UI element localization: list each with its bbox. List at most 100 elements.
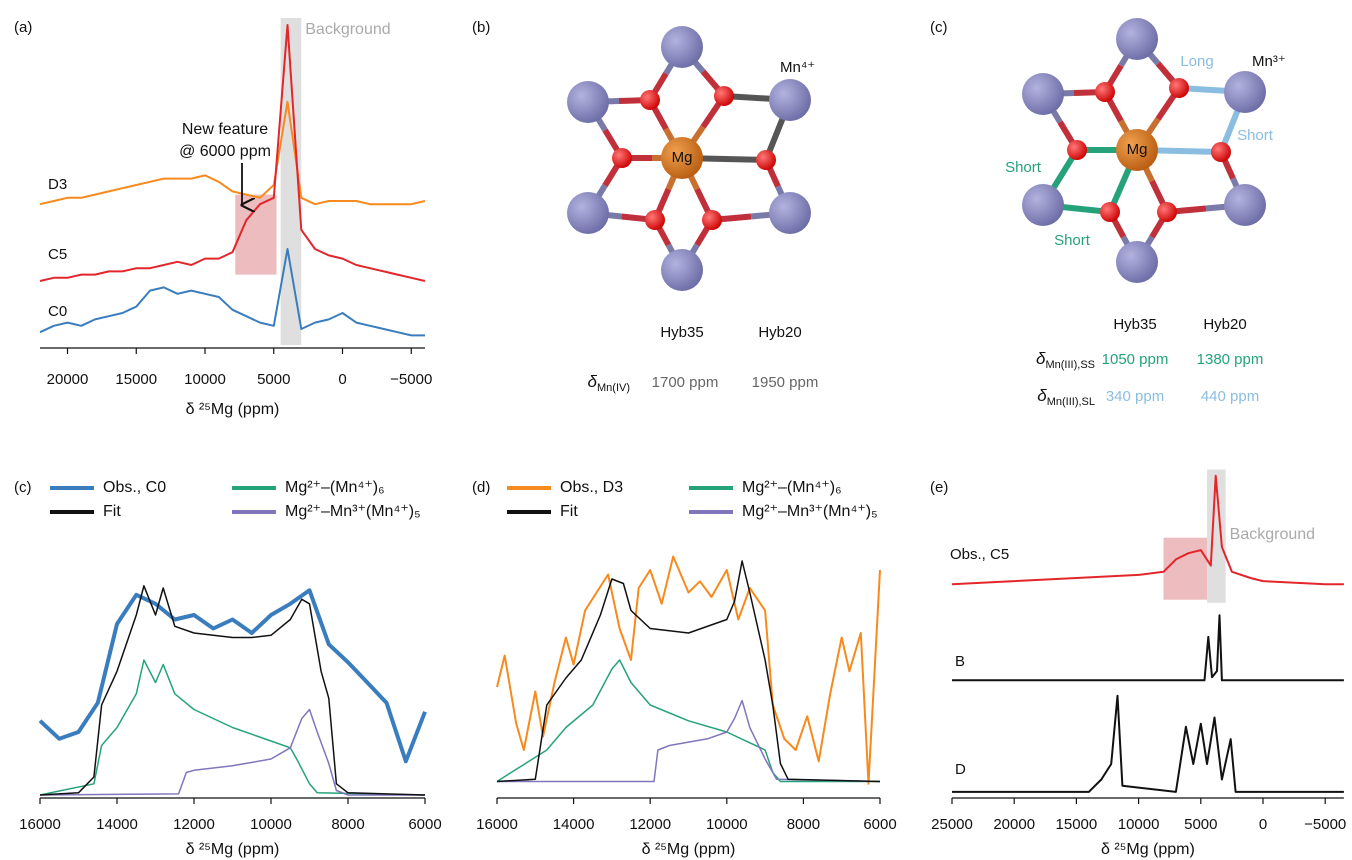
o-atom [1067,140,1087,160]
column-header: Hyb20 [758,324,801,341]
series-line [39,708,425,796]
mn-atom [567,81,609,123]
subscript: Mn(IV) [597,382,630,394]
mn-atom [567,192,609,234]
annotation: @ 6000 ppm [179,143,271,160]
ion-label: Mn⁴⁺ [780,59,815,76]
x-tick-label: 14000 [553,816,595,833]
shaded-region [235,194,277,275]
series-line [38,588,427,764]
legend-label: Mg²⁺–Mn³⁺(Mn⁴⁺)₅ [285,503,421,520]
symbol: δ [1037,386,1047,405]
x-tick-label: 12000 [629,816,671,833]
region-label: Background [1230,526,1315,543]
mg-atom [661,137,703,179]
series-line [496,560,881,783]
series-line [496,659,880,783]
x-tick-label: 0 [1259,816,1267,833]
series-line [39,659,426,796]
series-label: Obs., C5 [950,546,1009,563]
shift-value: 1380 ppm [1197,351,1264,368]
shift-value: 1050 ppm [1102,351,1169,368]
shift-value: 1950 ppm [752,374,819,391]
legend-label: Obs., D3 [560,479,623,496]
mn-atom [661,26,703,68]
series-line [39,248,425,337]
x-tick-label: 8000 [331,816,364,833]
x-tick-label: −5000 [390,371,432,388]
x-tick-label: 6000 [863,816,896,833]
x-tick-label: 15000 [115,371,157,388]
series-line [39,24,426,282]
ion-label: Mn³⁺ [1252,53,1286,70]
x-axis-label: δ ²⁵Mg (ppm) [186,841,280,858]
x-tick-label: 10000 [706,816,748,833]
shift-value: 1700 ppm [652,374,719,391]
mn-atom [1116,18,1158,60]
subscript: Mn(III),SS [1045,359,1095,371]
column-header: Hyb20 [1203,316,1246,333]
o-atom [1100,202,1120,222]
bond-label: Short [1005,159,1042,176]
series-line [496,555,881,785]
mn-atom [769,79,811,121]
x-tick-label: 20000 [47,371,89,388]
x-tick-label: 25000 [931,816,973,833]
column-header: Hyb35 [660,324,703,341]
x-tick-label: 5000 [1184,816,1217,833]
bond-label: Short [1237,127,1274,144]
o-atom [756,150,776,170]
bond-label: Long [1180,53,1213,70]
x-tick-label: 10000 [1118,816,1160,833]
panel-label: (a) [14,19,32,36]
series-line [39,585,426,796]
shaded-region [1163,537,1208,600]
shift-label: δMn(III),SL [1037,386,1095,407]
mn-atom [1116,241,1158,283]
o-atom [640,90,660,110]
x-tick-label: −5000 [1304,816,1346,833]
shaded-region [1207,469,1226,603]
panel-label: (c) [930,19,948,36]
panel-label: (b) [472,19,490,36]
series-label: B [955,653,965,670]
x-axis-label: δ ²⁵Mg (ppm) [1101,841,1195,858]
symbol: δ [1036,349,1046,368]
x-tick-label: 10000 [250,816,292,833]
x-tick-label: 16000 [19,816,61,833]
subscript: Mn(III),SL [1047,396,1095,408]
series-line [952,694,1344,793]
series-line [952,614,1344,682]
o-atom [645,210,665,230]
series-label: D3 [48,176,67,193]
x-tick-label: 10000 [184,371,226,388]
x-tick-label: 16000 [476,816,518,833]
mg-atom [1116,129,1158,171]
o-atom [1157,202,1177,222]
o-atom [1169,78,1189,98]
mn-atom [1224,184,1266,226]
annotation: New feature [182,121,268,138]
atom-label: Mg [1127,141,1148,158]
o-atom [702,210,722,230]
shift-value: 340 ppm [1106,388,1164,405]
series-line [497,699,881,783]
panel-label: (e) [930,479,948,496]
legend-label: Mg²⁺–(Mn⁴⁺)₆ [742,479,842,496]
mn-atom [1022,184,1064,226]
series-label: C5 [48,246,67,263]
series-line [951,474,1344,586]
mn-atom [1022,73,1064,115]
symbol: δ [588,372,598,391]
mn-atom [769,192,811,234]
bond-label: Short [1054,232,1091,249]
column-header: Hyb35 [1113,316,1156,333]
legend-label: Fit [103,503,121,520]
x-tick-label: 8000 [787,816,820,833]
o-atom [1211,142,1231,162]
legend-label: Obs., C0 [103,479,166,496]
o-atom [612,148,632,168]
mn-atom [661,249,703,291]
x-tick-label: 20000 [993,816,1035,833]
